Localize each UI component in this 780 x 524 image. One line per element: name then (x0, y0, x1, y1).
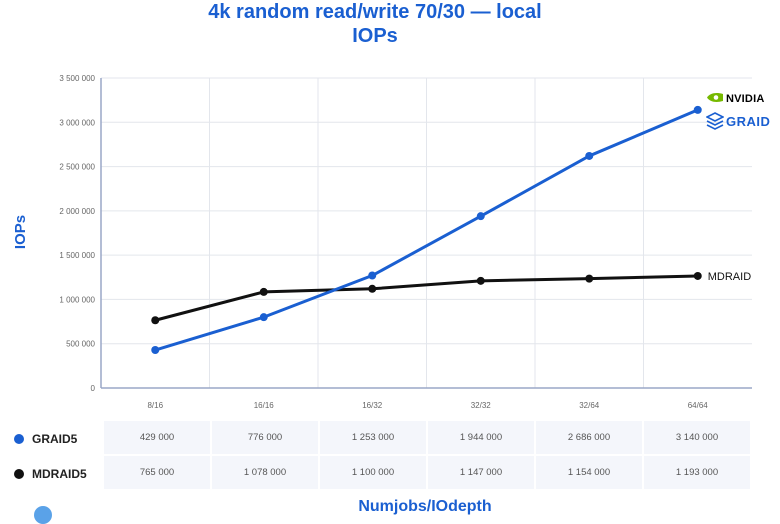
series-lines: MDRAID (151, 105, 751, 355)
x-tick-label: 16/16 (254, 401, 275, 410)
graid-logo-text: GRAID (726, 113, 771, 129)
graid5-dot-icon (14, 434, 24, 445)
data-point-mdraid5 (151, 316, 160, 325)
data-point-graid5 (585, 151, 594, 160)
y-tick-label: 2 000 000 (59, 207, 95, 216)
line-chart: 0 500 000 1 000 000 1 500 000 2 000 000 2 500… (12, 74, 752, 410)
mdraid5-dot-icon (14, 469, 24, 480)
table-cell: 765 000 (102, 456, 210, 491)
table-cell: 1 100 000 (318, 456, 426, 491)
nvidia-eye-icon (706, 92, 724, 106)
legend-mdraid5: MDRAID5 (0, 456, 102, 491)
x-axis-label: Numjobs/IOdepth (358, 498, 492, 515)
table-cell: 2 686 000 (534, 421, 642, 456)
y-tick-label: 1 000 000 (59, 295, 95, 304)
chart-subtitle: IOPs (352, 25, 398, 47)
table-row-graid5: GRAID5 429 000 776 000 1 253 000 1 944 0… (0, 421, 750, 456)
data-point-mdraid5 (585, 274, 594, 283)
chart-title: 4k random read/write 70/30 — local (208, 1, 542, 23)
corner-badge-icon (34, 506, 52, 524)
y-tick-label: 1 500 000 (59, 251, 95, 260)
y-axis-label: IOPs (12, 215, 29, 249)
data-point-graid5 (693, 105, 702, 114)
y-tick-label: 0 (91, 384, 96, 393)
x-axis-ticks: 8/16 16/16 16/32 32/32 32/64 64/64 (147, 401, 708, 410)
table-cell: 1 253 000 (318, 421, 426, 456)
data-point-mdraid5 (693, 271, 702, 280)
table-cell: 1 147 000 (426, 456, 534, 491)
nvidia-logo-text: NVIDIA (726, 92, 765, 105)
data-table: GRAID5 429 000 776 000 1 253 000 1 944 0… (0, 421, 750, 491)
graid-logo: GRAID (705, 112, 771, 133)
nvidia-logo: NVIDIA (706, 92, 764, 106)
y-axis-ticks: 0 500 000 1 000 000 1 500 000 2 000 000 2 500… (59, 74, 95, 393)
x-tick-label: 16/32 (362, 401, 383, 410)
chart-grid (101, 77, 752, 389)
x-tick-label: 32/32 (471, 401, 492, 410)
graid-stack-icon (705, 112, 725, 133)
data-point-mdraid5 (476, 276, 485, 285)
data-point-graid5 (368, 271, 377, 280)
data-point-mdraid5 (368, 284, 377, 293)
data-point-mdraid5 (259, 287, 268, 296)
data-point-graid5 (259, 313, 268, 322)
x-tick-label: 8/16 (147, 401, 163, 410)
table-cell: 1 154 000 (534, 456, 642, 491)
series-end-label: MDRAID (708, 271, 751, 283)
series-line-mdraid5 (154, 274, 698, 322)
table-cell: 429 000 (102, 421, 210, 456)
series-line-graid5 (154, 108, 699, 352)
x-tick-label: 64/64 (688, 401, 709, 410)
table-cell: 1 193 000 (642, 456, 750, 491)
y-tick-label: 500 000 (66, 340, 95, 349)
data-point-graid5 (476, 212, 485, 221)
table-row-mdraid5: MDRAID5 765 000 1 078 000 1 100 000 1 14… (0, 456, 750, 491)
x-tick-label: 32/64 (579, 401, 600, 410)
legend-graid5: GRAID5 (0, 421, 102, 456)
table-cell: 1 944 000 (426, 421, 534, 456)
data-point-graid5 (151, 346, 160, 355)
y-tick-label: 3 000 000 (59, 118, 95, 127)
table-cell: 3 140 000 (642, 421, 750, 456)
table-cell: 1 078 000 (210, 456, 318, 491)
y-tick-label: 2 500 000 (59, 163, 95, 172)
chart-axes (100, 78, 752, 389)
table-cell: 776 000 (210, 421, 318, 456)
y-tick-label: 3 500 000 (59, 74, 95, 83)
